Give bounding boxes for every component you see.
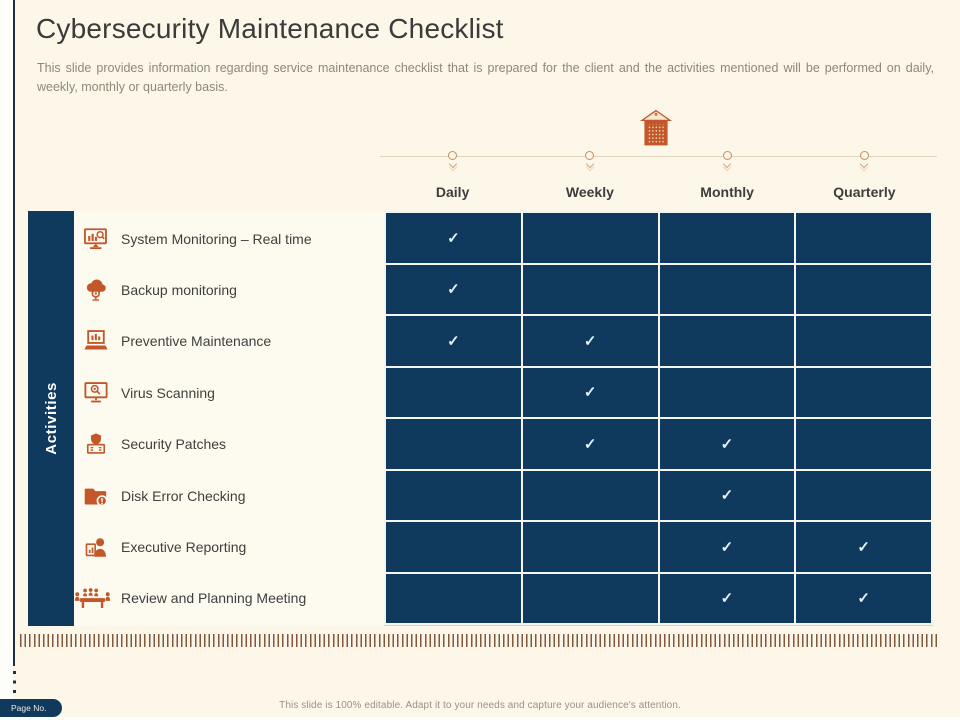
activity-label: Disk Error Checking	[121, 487, 246, 504]
footer-note: This slide is 100% editable. Adapt it to…	[279, 700, 681, 711]
bottom-margin-strip	[0, 717, 960, 720]
timeline-line	[380, 156, 937, 157]
activity-label: Preventive Maintenance	[121, 333, 272, 350]
matrix-cell: ✓	[522, 419, 658, 469]
matrix-cell: ✓	[796, 522, 931, 572]
matrix-cell	[386, 470, 521, 520]
timeline-node-circle	[722, 151, 732, 160]
check-mark: ✓	[720, 435, 734, 453]
check-mark: ✓	[720, 487, 734, 505]
timeline-marker	[521, 151, 658, 172]
matrix-cell	[659, 213, 795, 263]
backup-monitoring-icon	[80, 275, 112, 305]
timeline-node-circle	[859, 151, 869, 160]
matrix-cell	[659, 316, 795, 366]
matrix-cell	[796, 264, 931, 314]
matrix-cell: ✓	[659, 522, 795, 572]
activity-row: Backup monitoring	[74, 264, 384, 315]
matrix-cell: ✓	[659, 419, 795, 469]
matrix-cell	[386, 367, 521, 417]
page-number-badge: Page No.	[0, 699, 62, 717]
page-subtitle: This slide provides information regardin…	[37, 61, 934, 95]
activity-row: Virus Scanning	[74, 367, 384, 418]
activity-label: System Monitoring – Real time	[121, 230, 312, 247]
matrix-cell	[796, 367, 931, 417]
activity-row: Review and Planning Meeting	[74, 573, 384, 624]
timeline-markers	[384, 151, 933, 172]
check-mark: ✓	[857, 590, 870, 608]
disk-error-checking-icon	[80, 481, 112, 511]
matrix-cell	[522, 573, 658, 623]
check-mark: ✓	[583, 332, 597, 350]
column-header-daily: Daily	[435, 184, 470, 200]
check-mark: ✓	[720, 538, 734, 556]
matrix-cell: ✓	[659, 470, 795, 520]
matrix-cell: ✓	[659, 573, 795, 623]
decorative-dash-strip	[20, 634, 938, 647]
matrix-cell	[522, 470, 658, 520]
matrix-cell	[522, 213, 658, 263]
activity-label: Review and Planning Meeting	[121, 590, 307, 607]
matrix-cell	[386, 573, 521, 623]
virus-scanning-icon	[80, 378, 112, 408]
check-mark: ✓	[583, 435, 597, 453]
check-mark: ✓	[583, 384, 597, 402]
check-mark: ✓	[447, 281, 460, 299]
matrix-cell: ✓	[796, 573, 931, 623]
activities-axis-label: Activities	[42, 382, 60, 455]
checklist-matrix: ✓ ✓ ✓ ✓ ✓ ✓ ✓ ✓ ✓ ✓ ✓ ✓	[384, 211, 933, 626]
matrix-cell: ✓	[522, 316, 658, 366]
matrix-cell: ✓	[386, 316, 521, 366]
activity-label: Virus Scanning	[121, 384, 215, 401]
column-header-weekly: Weekly	[565, 184, 614, 200]
page-number-label: Page No.	[11, 703, 47, 713]
left-margin-strip	[0, 0, 13, 720]
activity-row: System Monitoring – Real time	[74, 213, 384, 264]
activity-row: Security Patches	[74, 419, 384, 470]
matrix-cell	[659, 264, 795, 314]
matrix-cell	[659, 367, 795, 417]
activity-row: Preventive Maintenance	[74, 316, 384, 367]
left-accent-dots	[13, 671, 16, 697]
column-header-quarterly: Quarterly	[833, 184, 896, 200]
matrix-cell	[386, 522, 521, 572]
matrix-cell	[796, 316, 931, 366]
matrix-cell: ✓	[386, 264, 521, 314]
matrix-cell: ✓	[386, 213, 521, 263]
activity-labels-panel: System Monitoring – Real time Backup moni…	[74, 211, 384, 626]
activities-axis-bar: Activities	[28, 211, 74, 626]
matrix-cell	[522, 522, 658, 572]
page-title: Cybersecurity Maintenance Checklist	[36, 13, 504, 44]
column-headers: Daily Weekly Monthly Quarterly	[384, 184, 933, 200]
timeline-node-circle	[585, 151, 595, 160]
activity-label: Executive Reporting	[121, 538, 247, 555]
left-accent-line	[13, 0, 15, 666]
activity-label: Security Patches	[121, 436, 227, 453]
review-planning-meeting-icon	[74, 583, 112, 613]
check-mark: ✓	[857, 538, 870, 556]
matrix-cell	[386, 419, 521, 469]
preventive-maintenance-icon	[80, 326, 112, 356]
timeline-marker	[796, 151, 933, 172]
security-patches-icon	[80, 429, 112, 459]
executive-reporting-icon	[80, 532, 112, 562]
matrix-cell	[522, 264, 658, 314]
activity-label: Backup monitoring	[121, 282, 237, 299]
matrix-cell	[796, 470, 931, 520]
activity-row: Executive Reporting	[74, 521, 384, 572]
check-mark: ✓	[720, 590, 734, 608]
matrix-cell	[796, 213, 931, 263]
timeline-marker	[384, 151, 521, 172]
check-mark: ✓	[447, 229, 460, 247]
timeline-marker	[659, 151, 796, 172]
column-header-monthly: Monthly	[700, 184, 754, 200]
check-mark: ✓	[447, 332, 460, 350]
matrix-cell: ✓	[522, 367, 658, 417]
activity-row: Disk Error Checking	[74, 470, 384, 521]
matrix-cell	[796, 419, 931, 469]
calendar-icon	[638, 108, 674, 148]
timeline-node-circle	[448, 151, 458, 160]
system-monitoring-icon	[80, 224, 112, 254]
